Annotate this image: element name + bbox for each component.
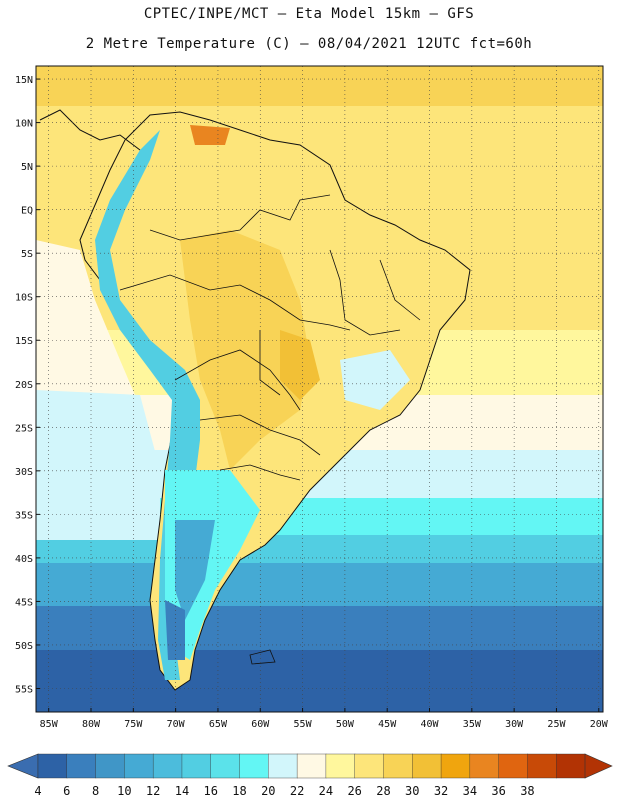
colorbar-swatch	[95, 753, 125, 779]
central-america-coast	[39, 109, 141, 151]
lon-tick-label: 35W	[463, 719, 482, 730]
ocean-north-band	[36, 66, 603, 106]
colorbar-swatch	[296, 753, 327, 779]
lon-tick-label: 30W	[505, 719, 524, 730]
lat-tick-label: 10S	[15, 293, 33, 304]
lat-tick-label: 40S	[15, 554, 33, 565]
lat-tick-label: 35S	[15, 510, 33, 521]
colorbar-label: 12	[146, 784, 160, 798]
colorbar-swatch	[239, 753, 269, 779]
colorbar-label: 6	[63, 784, 70, 798]
hot-spot-center	[280, 330, 320, 400]
lon-tick-label: 60W	[251, 719, 270, 730]
colorbar-swatch	[325, 753, 356, 779]
lon-tick-label: 80W	[82, 719, 101, 730]
colorbar-label: 28	[376, 784, 390, 798]
lon-tick-label: 70W	[167, 719, 186, 730]
colorbar-label: 38	[520, 784, 534, 798]
patagonia-colder-zone	[175, 520, 215, 620]
colorbar-label: 36	[491, 784, 505, 798]
map-frame	[35, 65, 604, 713]
falkland-islands-outline	[249, 649, 276, 665]
colorbar-label: 32	[434, 784, 448, 798]
chart-title-line2: 2 Metre Temperature (C) – 08/04/2021 12U…	[85, 36, 533, 52]
colorbar-high-arrow	[584, 753, 613, 779]
lat-tick-label: EQ	[21, 206, 33, 217]
ocean-coldest-band	[36, 650, 603, 712]
lon-tick-label: 50W	[336, 719, 355, 730]
lat-tick-label: 45S	[15, 597, 33, 608]
southeast-highlands-cool	[340, 350, 410, 410]
southern-andes-zone	[165, 600, 185, 660]
lat-tick-label: 15N	[15, 75, 33, 86]
ocean-cold-band-4	[36, 606, 603, 651]
lon-tick-label: 45W	[378, 719, 397, 730]
colorbar-label: 16	[204, 784, 218, 798]
interior-warm-zone	[180, 230, 310, 470]
colorbar-label: 14	[175, 784, 189, 798]
colorbar-swatch	[498, 753, 529, 779]
lat-tick-label: 10N	[15, 119, 33, 130]
colorbar-swatch	[469, 753, 500, 779]
colorbar-swatch	[37, 753, 68, 779]
longitude-tick-labels: 85W 80W 75W 70W 65W 60W 55W 50W 45W 40W 35W 30W 25W 2…	[40, 708, 609, 730]
colorbar-label: 24	[319, 784, 333, 798]
colorbar-label: 18	[232, 784, 246, 798]
colorbar-swatch	[383, 753, 413, 779]
lat-tick-label: 5S	[21, 249, 33, 260]
lon-tick-label: 40W	[420, 719, 439, 730]
lon-tick-label: 55W	[294, 719, 313, 730]
lat-tick-label: 30S	[15, 467, 33, 478]
map-gridlines	[36, 66, 603, 712]
lon-tick-label: 85W	[40, 719, 59, 730]
lat-tick-label: 20S	[15, 380, 33, 391]
lat-tick-label: 25S	[15, 423, 33, 434]
colorbar-swatch	[354, 753, 385, 779]
lat-tick-label: 15S	[15, 336, 33, 347]
colorbar-label: 8	[92, 784, 99, 798]
colorbar-label: 26	[347, 784, 361, 798]
lon-tick-label: 75W	[124, 719, 143, 730]
colorbar-label: 20	[261, 784, 275, 798]
colorbar-swatch	[440, 753, 471, 779]
colorbar-label: 34	[463, 784, 477, 798]
lon-tick-label: 65W	[209, 719, 228, 730]
colorbar-swatch	[152, 753, 183, 779]
pacific-cold-tongue	[36, 390, 160, 540]
colorbar-swatch	[412, 753, 442, 779]
lat-tick-label: 5N	[21, 162, 33, 173]
ocean-cold-band-3	[36, 563, 603, 608]
colorbar-swatch	[181, 753, 212, 779]
colorbar-swatch	[268, 753, 298, 779]
lat-tick-label: 50S	[15, 641, 33, 652]
colorbar-swatch	[210, 753, 241, 779]
chart-title-line1: CPTEC/INPE/MCT – Eta Model 15km – GFS	[143, 6, 475, 22]
lat-tick-label: 55S	[15, 684, 33, 695]
latitude-tick-labels: 15N 10N 5N EQ 5S 10S 15S 20S 25S 30S 35S 40S 45S 50S 5…	[15, 75, 40, 695]
colorbar-label: 22	[290, 784, 304, 798]
colorbar-swatch	[527, 753, 557, 779]
colorbar-label: 4	[34, 784, 41, 798]
colorbar-label: 30	[405, 784, 419, 798]
colorbar-swatch	[124, 753, 154, 779]
lon-tick-label: 25W	[547, 719, 566, 730]
colorbar-swatch	[556, 753, 586, 779]
hot-spot-north	[190, 125, 230, 145]
lon-tick-label: 20W	[590, 719, 609, 730]
colorbar-swatch	[66, 753, 97, 779]
colorbar: 4 6 8 10 12 14 16 18 20 22 24 26 28 30 32 34 36 38	[7, 753, 613, 798]
map-area	[36, 66, 603, 712]
colorbar-low-arrow	[7, 753, 39, 779]
colorbar-label: 10	[117, 784, 131, 798]
